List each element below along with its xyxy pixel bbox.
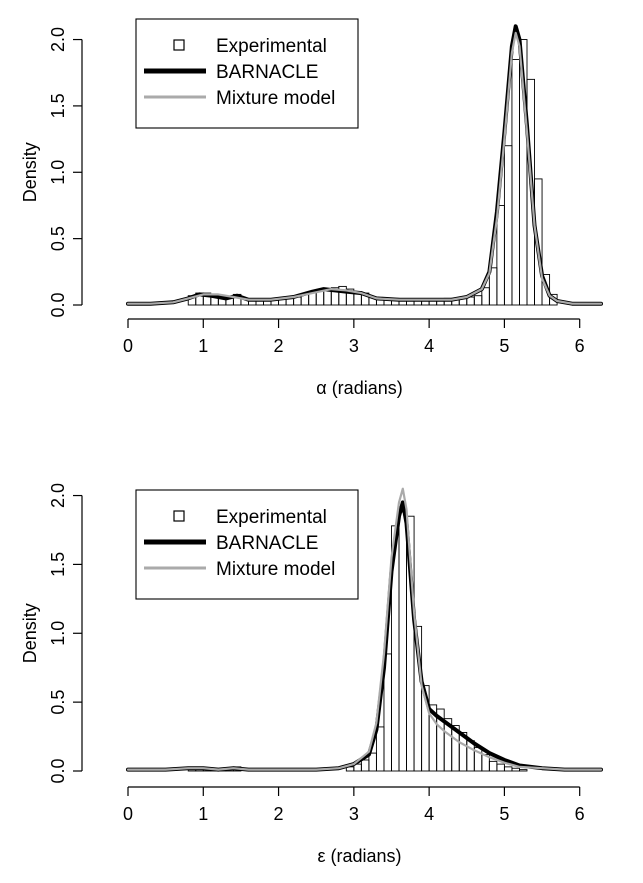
legend-square-marker: [173, 510, 185, 522]
histogram-bar: [511, 59, 520, 306]
x-tick-label: 4: [424, 336, 434, 356]
histogram-bar: [496, 205, 505, 306]
histogram-bar: [375, 726, 385, 772]
x-tick-label: 1: [198, 804, 208, 824]
x-tick-label: 0: [123, 804, 133, 824]
x-tick-label: 3: [349, 804, 359, 824]
y-tick-label: 2.0: [48, 483, 68, 508]
x-tick-label: 2: [274, 804, 284, 824]
histogram-bar: [473, 295, 483, 306]
histogram-bar: [503, 766, 513, 772]
histogram-bar: [541, 274, 551, 306]
legend-label: BARNACLE: [216, 62, 318, 83]
mixture-model-density-line: [126, 487, 603, 771]
histogram-bar: [466, 740, 475, 772]
x-tick-label: 0: [123, 336, 133, 356]
x-tick-label: 3: [349, 336, 359, 356]
y-tick-label: 1.5: [48, 93, 68, 118]
x-tick-label: 1: [198, 336, 208, 356]
legend-square-marker: [173, 39, 185, 51]
mixture-model-density-line: [126, 31, 603, 305]
y-tick-label: 1.5: [48, 552, 68, 577]
x-tick-label: 6: [575, 336, 585, 356]
histogram-bar: [360, 759, 370, 772]
y-tick-label: 0.5: [48, 690, 68, 715]
y-tick-label: 0.0: [48, 758, 68, 783]
y-axis-title: Density: [20, 142, 40, 202]
histogram-bar: [308, 292, 317, 306]
x-tick-label: 5: [499, 804, 509, 824]
legend-label: Experimental: [216, 507, 327, 528]
histogram-bar: [488, 760, 498, 772]
x-axis-title: ε (radians): [317, 846, 401, 866]
x-axis-title: α (radians): [316, 378, 402, 398]
alpha-density-plot: 0.0 0.5 1.0 1.5 2.0 Density 0 1 2 3 4 5 6 α (radians)…: [20, 18, 603, 398]
y-tick-label: 1.0: [48, 160, 68, 185]
histogram-bar: [519, 769, 528, 772]
histogram-bar: [534, 178, 543, 306]
x-tick-label: 6: [575, 804, 585, 824]
legend-label: Mixture model: [216, 88, 335, 109]
legend-label: Mixture model: [216, 559, 335, 580]
y-tick-label: 0.0: [48, 292, 68, 317]
y-tick-label: 1.0: [48, 621, 68, 646]
epsilon-density-plot: 0.0 0.5 1.0 1.5 2.0 Density 0 1 2 3 4 5 6 ε (radians)…: [20, 483, 603, 866]
histogram-bar: [398, 511, 407, 772]
x-tick-label: 5: [499, 336, 509, 356]
histogram-bar: [503, 145, 513, 306]
x-tick-label: 2: [274, 336, 284, 356]
x-tick-label: 4: [424, 804, 434, 824]
histogram-bar: [511, 767, 520, 772]
y-tick-label: 2.0: [48, 27, 68, 52]
y-tick-label: 0.5: [48, 226, 68, 251]
legend-label: BARNACLE: [216, 533, 318, 554]
y-axis-title: Density: [20, 603, 40, 663]
histogram-bar: [496, 763, 505, 772]
legend-label: Experimental: [216, 36, 327, 57]
